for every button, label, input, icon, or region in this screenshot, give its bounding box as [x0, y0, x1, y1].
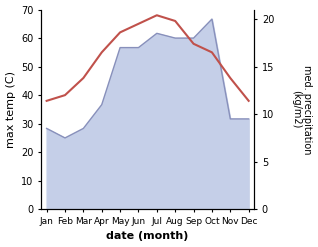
- X-axis label: date (month): date (month): [107, 231, 189, 242]
- Y-axis label: med. precipitation
(kg/m2): med. precipitation (kg/m2): [291, 65, 313, 154]
- Y-axis label: max temp (C): max temp (C): [5, 71, 16, 148]
